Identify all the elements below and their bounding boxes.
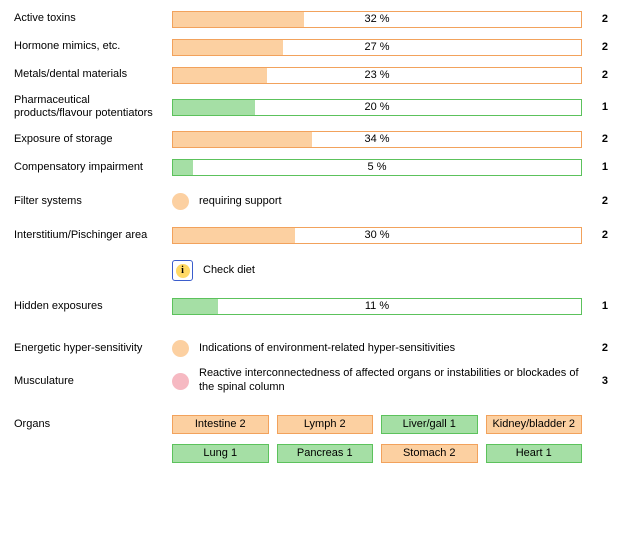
sensitivity-1-body: Reactive interconnectedness of affected …	[172, 367, 582, 395]
bar-5-bar-wrap: 5 %	[172, 159, 582, 176]
bar-1-label: Hormone mimics, etc.	[14, 40, 172, 53]
interstitium-bar-text: 30 %	[173, 228, 581, 243]
organ2-0: Lung 1	[172, 444, 269, 463]
organ1-3: Kidney/bladder 2	[486, 415, 583, 434]
organs-label: Organs	[14, 418, 172, 431]
interstitium-row: Interstitium/Pischinger area 30 % 2	[14, 226, 608, 244]
bar-5-label: Compensatory impairment	[14, 161, 172, 174]
bar-5-row: Compensatory impairment 5 % 1	[14, 158, 608, 176]
bar-2-row: Metals/dental materials 23 % 2	[14, 66, 608, 84]
sensitivity-0-row: Energetic hyper-sensitivity Indications …	[14, 339, 608, 357]
organ2-2: Stomach 2	[381, 444, 478, 463]
sensitivity-0-body: Indications of environment-related hyper…	[172, 340, 582, 357]
hidden-exposures-row: Hidden exposures 11 % 1	[14, 297, 608, 315]
organ1-2: Liver/gall 1	[381, 415, 478, 434]
bar-0-label: Active toxins	[14, 12, 172, 25]
bar-2-bar-text: 23 %	[173, 68, 581, 83]
organ2-1: Pancreas 1	[277, 444, 374, 463]
hidden-exposures-bar-wrap: 11 %	[172, 298, 582, 315]
bar-1-bar-text: 27 %	[173, 40, 581, 55]
bar-3-count: 1	[582, 101, 608, 113]
sensitivity-0-text: Indications of environment-related hyper…	[199, 342, 582, 356]
info-icon-glyph: i	[176, 264, 190, 278]
filter-systems-label: Filter systems	[14, 195, 172, 208]
info-icon[interactable]: i	[172, 260, 193, 281]
bar-3-row: Pharmaceutical products/flavour potentia…	[14, 94, 608, 120]
bar-2-bar-wrap: 23 %	[172, 67, 582, 84]
filter-systems-text: requiring support	[199, 195, 582, 209]
sensitivity-1-row: Musculature Reactive interconnectedness …	[14, 367, 608, 395]
check-diet-text: Check diet	[203, 264, 582, 278]
sensitivity-0-count: 2	[582, 342, 608, 354]
organs-row-2: Lung 1 Pancreas 1 Stomach 2 Heart 1	[14, 444, 608, 463]
bar-3-bar-text: 20 %	[173, 100, 581, 115]
check-diet-row: i Check diet	[14, 260, 608, 281]
bar-1-bar-wrap: 27 %	[172, 39, 582, 56]
bar-0-bar: 32 %	[172, 11, 582, 28]
sensitivity-0-label: Energetic hyper-sensitivity	[14, 342, 172, 355]
bar-1-row: Hormone mimics, etc. 27 % 2	[14, 38, 608, 56]
bar-4-bar: 34 %	[172, 131, 582, 148]
hidden-exposures-label: Hidden exposures	[14, 300, 172, 313]
bar-0-count: 2	[582, 13, 608, 25]
bar-3-bar-wrap: 20 %	[172, 99, 582, 116]
sensitivity-1-label: Musculature	[14, 375, 172, 388]
hidden-exposures-bar: 11 %	[172, 298, 582, 315]
organs-boxes-1: Intestine 2 Lymph 2 Liver/gall 1 Kidney/bla…	[172, 415, 582, 434]
bar-4-bar-wrap: 34 %	[172, 131, 582, 148]
filter-systems-row: Filter systems requiring support 2	[14, 192, 608, 210]
sensitivity-0-dot-icon	[172, 340, 189, 357]
bar-4-count: 2	[582, 133, 608, 145]
organ2-3: Heart 1	[486, 444, 583, 463]
interstitium-bar-wrap: 30 %	[172, 227, 582, 244]
bar-1-bar: 27 %	[172, 39, 582, 56]
organs-boxes-2: Lung 1 Pancreas 1 Stomach 2 Heart 1	[172, 444, 582, 463]
bar-2-count: 2	[582, 69, 608, 81]
hidden-exposures-bar-text: 11 %	[173, 299, 581, 314]
bar-5-bar-text: 5 %	[173, 160, 581, 175]
filter-systems-count: 2	[582, 195, 608, 207]
bar-0-bar-text: 32 %	[173, 12, 581, 27]
bar-4-label: Exposure of storage	[14, 133, 172, 146]
interstitium-label: Interstitium/Pischinger area	[14, 229, 172, 242]
bar-3-bar: 20 %	[172, 99, 582, 116]
bar-5-count: 1	[582, 161, 608, 173]
sensitivity-1-text: Reactive interconnectedness of affected …	[199, 367, 582, 395]
bar-0-bar-wrap: 32 %	[172, 11, 582, 28]
sensitivity-1-count: 3	[582, 375, 608, 387]
bar-2-bar: 23 %	[172, 67, 582, 84]
bar-5-bar: 5 %	[172, 159, 582, 176]
organ1-1: Lymph 2	[277, 415, 374, 434]
sensitivity-1-dot-icon	[172, 373, 189, 390]
interstitium-bar: 30 %	[172, 227, 582, 244]
organs-row-1: Organs Intestine 2 Lymph 2 Liver/gall 1 Kid…	[14, 415, 608, 434]
filter-systems-dot-icon	[172, 193, 189, 210]
bar-4-bar-text: 34 %	[173, 132, 581, 147]
organ1-0: Intestine 2	[172, 415, 269, 434]
hidden-exposures-count: 1	[582, 300, 608, 312]
interstitium-count: 2	[582, 229, 608, 241]
filter-systems-body: requiring support	[172, 193, 582, 210]
bar-3-label: Pharmaceutical products/flavour potentia…	[14, 94, 172, 120]
bar-1-count: 2	[582, 41, 608, 53]
check-diet-body: i Check diet	[172, 260, 582, 281]
bar-0-row: Active toxins 32 % 2	[14, 10, 608, 28]
bar-2-label: Metals/dental materials	[14, 68, 172, 81]
bar-4-row: Exposure of storage 34 % 2	[14, 130, 608, 148]
